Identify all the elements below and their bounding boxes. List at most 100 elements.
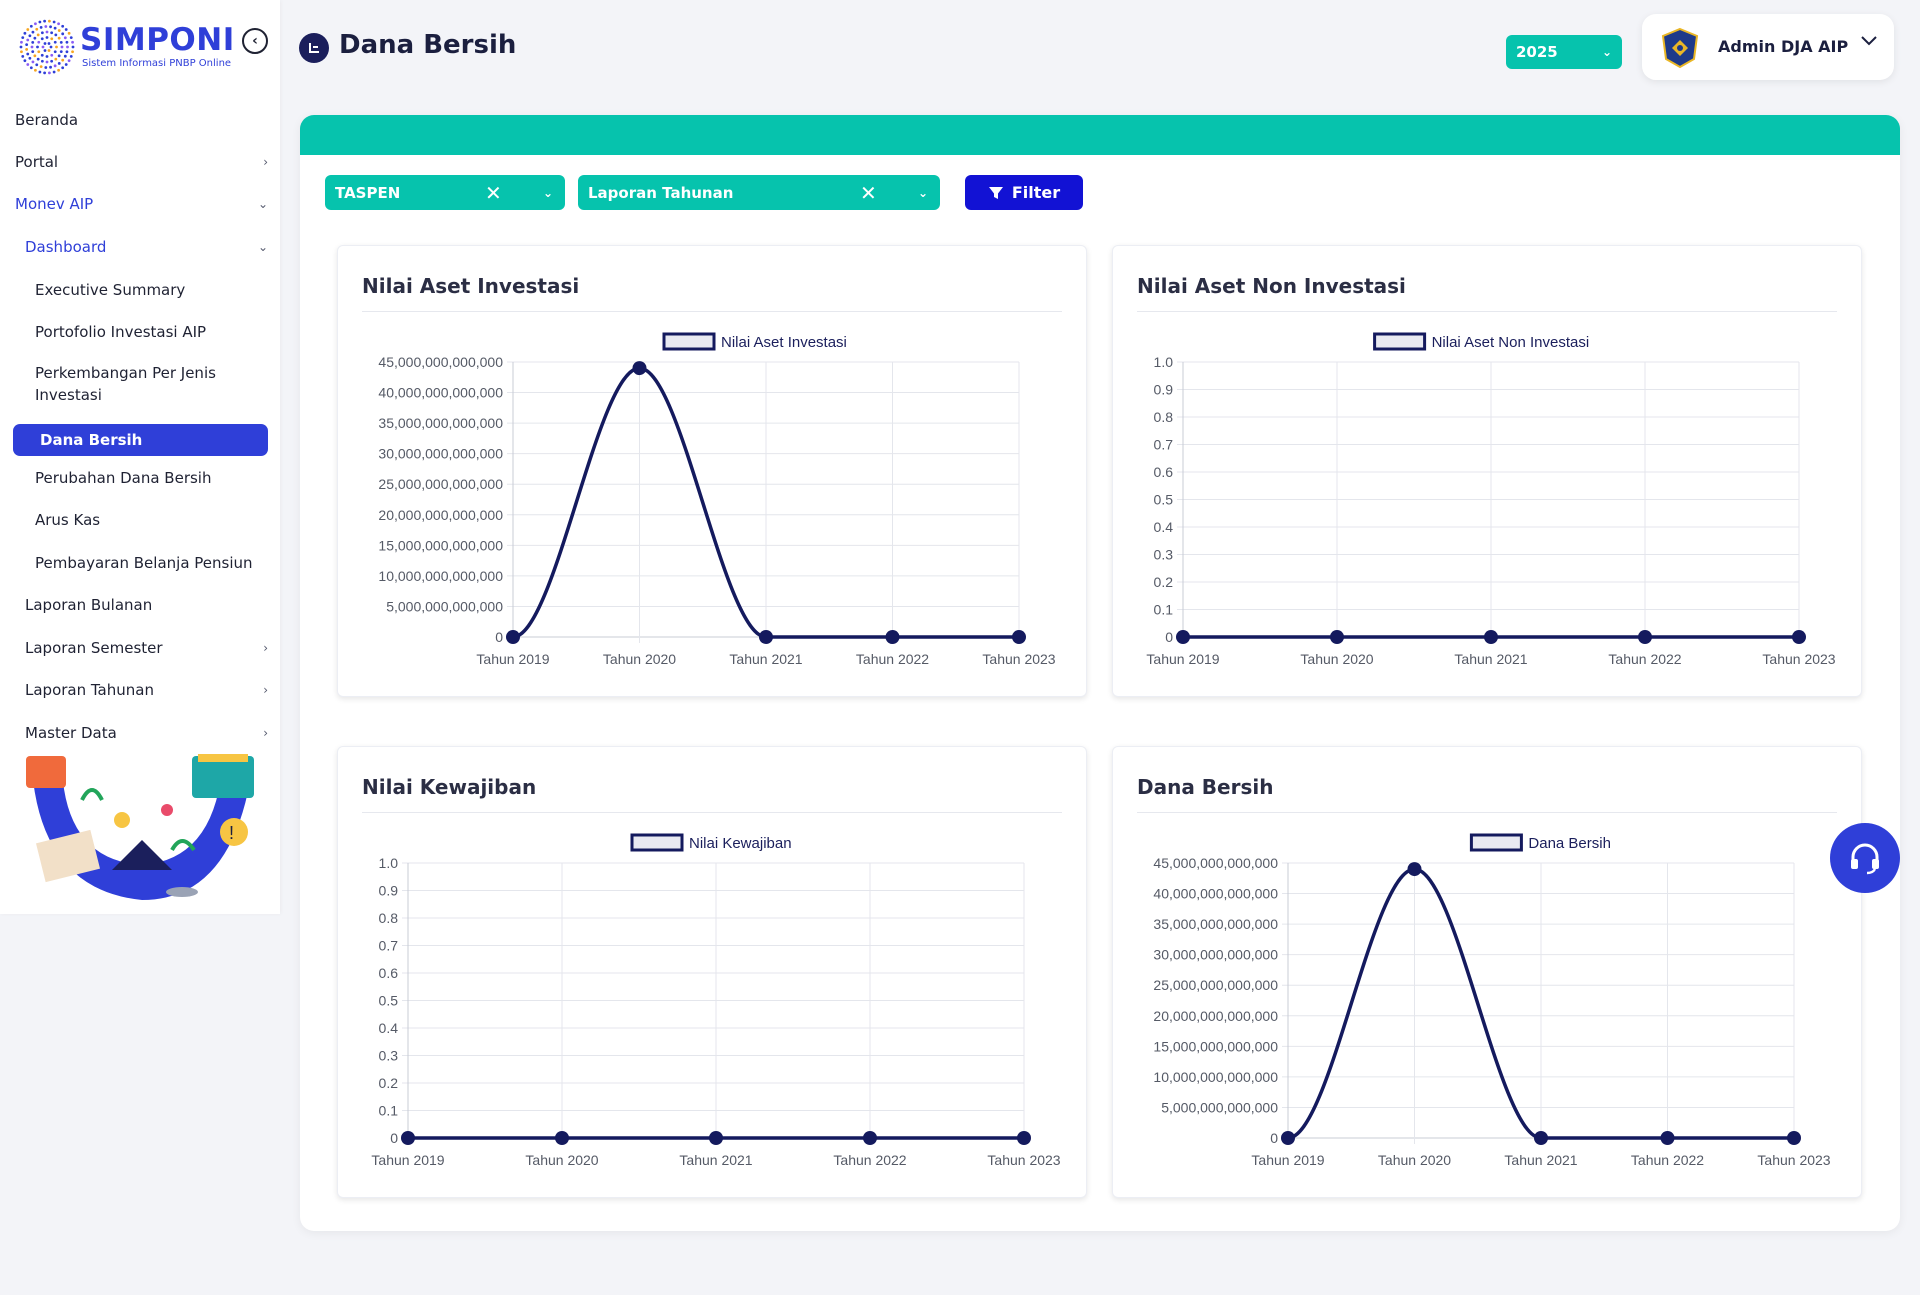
x-tick-label: Tahun 2020 (1378, 1152, 1451, 1168)
y-tick-label: 20,000,000,000,000 (1153, 1008, 1278, 1024)
help-support-button[interactable] (1830, 823, 1900, 893)
simponi-logo[interactable]: SIMPONI Sistem Informasi PNBP Online (18, 18, 238, 80)
data-point (1176, 630, 1190, 644)
chart-card-aset-non-investasi: Nilai Aset Non Investasi Nilai Aset Non … (1112, 245, 1862, 697)
y-tick-label: 0.5 (1154, 492, 1174, 508)
x-tick-label: Tahun 2020 (603, 651, 676, 667)
sidebar-item-portofolio-investasi-aip[interactable]: Portofolio Investasi AIP (0, 316, 280, 348)
sidebar-item-beranda[interactable]: Beranda (0, 104, 280, 136)
legend-swatch (1373, 332, 1427, 351)
y-tick-label: 0.4 (379, 1020, 399, 1036)
sidebar-item-dana-bersih[interactable]: Dana Bersih (13, 424, 268, 456)
sidebar-item-label: Master Data (25, 724, 117, 742)
y-tick-label: 0.3 (379, 1048, 399, 1064)
year-select[interactable]: 2025 ⌄ (1506, 35, 1622, 69)
sidebar-item-monev-aip[interactable]: Monev AIP ⌄ (0, 188, 280, 220)
sidebar-item-perubahan-dana-bersih[interactable]: Perubahan Dana Bersih (0, 462, 280, 494)
y-tick-label: 0.6 (1154, 464, 1174, 480)
user-menu[interactable]: Admin DJA AIP (1642, 14, 1894, 80)
sidebar-item-portal[interactable]: Portal › (0, 146, 280, 178)
sidebar-item-label: Laporan Semester (25, 639, 163, 657)
y-tick-label: 0 (1165, 629, 1173, 645)
sidebar-item-dashboard[interactable]: Dashboard ⌄ (0, 231, 280, 263)
chart-title: Nilai Aset Investasi (362, 274, 580, 298)
page-title: Dana Bersih (339, 30, 517, 60)
sidebar-item-label: Perubahan Dana Bersih (35, 469, 212, 487)
sidebar-item-label: Dashboard (25, 238, 107, 256)
y-tick-label: 0.2 (379, 1075, 399, 1091)
sidebar-item-label: Pembayaran Belanja Pensiun (35, 554, 253, 572)
data-point (1534, 1131, 1548, 1145)
sidebar-item-arus-kas[interactable]: Arus Kas (0, 504, 280, 536)
chart-divider (362, 812, 1062, 813)
sidebar-item-laporan-bulanan[interactable]: Laporan Bulanan (0, 589, 280, 621)
y-tick-label: 0.4 (1154, 519, 1174, 535)
legend-label: Dana Bersih (1528, 835, 1611, 852)
sidebar-item-pembayaran-belanja-pensiun[interactable]: Pembayaran Belanja Pensiun (0, 547, 280, 579)
y-tick-label: 0.8 (379, 910, 399, 926)
chevron-down-icon: ⌄ (257, 197, 268, 211)
sidebar-item-label: Monev AIP (15, 195, 94, 213)
chart-kewajiban: Nilai Kewajiban 1.0 0.9 0.8 0.7 0.6 0.5 0.4 0.3 0… (371, 833, 1061, 1168)
y-tick-label: 0.1 (1154, 602, 1174, 618)
chart-title: Nilai Kewajiban (362, 775, 537, 799)
data-point (555, 1131, 569, 1145)
y-tick-label: 45,000,000,000,000 (378, 354, 503, 370)
data-point (863, 1131, 877, 1145)
x-tick-label: Tahun 2019 (1146, 651, 1219, 667)
chevron-right-icon: › (263, 641, 268, 655)
sidebar-item-label: Dana Bersih (40, 431, 143, 449)
x-tick-label: Tahun 2023 (987, 1152, 1060, 1168)
sidebar-item-label: Portal (15, 153, 59, 171)
chevron-right-icon: › (263, 155, 268, 169)
filter-button[interactable]: Filter (965, 175, 1083, 210)
main-card: TASPEN ✕ ⌄ Laporan Tahunan ✕ ⌄ Filter Ni… (300, 115, 1900, 1231)
legend-swatch (1469, 833, 1523, 852)
x-tick-label: Tahun 2020 (1300, 651, 1373, 667)
clear-report-type-icon[interactable]: ✕ (860, 180, 877, 205)
data-point (632, 361, 647, 376)
chevron-down-icon (1860, 32, 1878, 51)
sidebar-item-label: Portofolio Investasi AIP (35, 323, 207, 341)
sidebar-item-laporan-tahunan[interactable]: Laporan Tahunan › (0, 674, 280, 706)
user-name: Admin DJA AIP (1718, 37, 1849, 56)
chart-card-kewajiban: Nilai Kewajiban Nilai Kewajiban 1.0 0.9 0.8… (337, 746, 1087, 1198)
y-tick-label: 0 (495, 629, 503, 645)
legend-label: Nilai Aset Investasi (721, 334, 847, 351)
chevron-down-icon: ⌄ (542, 185, 553, 200)
chart-divider (362, 311, 1062, 312)
collapse-sidebar-icon[interactable]: ‹ (242, 28, 268, 54)
y-tick-label: 35,000,000,000,000 (1153, 916, 1278, 932)
x-tick-label: Tahun 2023 (982, 651, 1055, 667)
y-tick-label: 25,000,000,000,000 (378, 476, 503, 492)
sidebar-item-executive-summary[interactable]: Executive Summary (0, 274, 280, 306)
entity-select[interactable]: TASPEN ✕ ⌄ (325, 175, 565, 210)
y-tick-label: 35,000,000,000,000 (378, 415, 503, 431)
sidebar-item-master-data[interactable]: Master Data › (0, 717, 280, 749)
series-line (1287, 867, 1794, 1140)
data-point (506, 630, 520, 644)
y-tick-label: 0.2 (1154, 574, 1174, 590)
report-type-select[interactable]: Laporan Tahunan ✕ ⌄ (578, 175, 940, 210)
sidebar-item-laporan-semester[interactable]: Laporan Semester › (0, 632, 280, 664)
x-tick-label: Tahun 2023 (1762, 651, 1835, 667)
x-tick-label: Tahun 2022 (856, 651, 929, 667)
y-tick-label: 25,000,000,000,000 (1153, 977, 1278, 993)
x-tick-label: Tahun 2020 (525, 1152, 598, 1168)
x-tick-label: Tahun 2023 (1757, 1152, 1830, 1168)
chart-dana-bersih: Dana Bersih 45,000,000,000,000 40,000,000,… (1153, 833, 1831, 1168)
y-tick-label: 0.6 (379, 965, 399, 981)
chevron-down-icon: ⌄ (917, 185, 928, 200)
clear-entity-icon[interactable]: ✕ (485, 180, 502, 205)
sidebar-illustration: ! (26, 754, 254, 900)
page-icon (299, 33, 329, 63)
data-point (1638, 630, 1652, 644)
y-tick-label: 0.5 (379, 993, 399, 1009)
data-point (1407, 862, 1422, 877)
sidebar-item-perkembangan-per-jenis-investasi[interactable]: Perkembangan Per Jenis Investasi (0, 359, 280, 409)
y-tick-label: 0.8 (1154, 409, 1174, 425)
y-tick-label: 15,000,000,000,000 (378, 537, 503, 553)
headset-icon (1851, 843, 1879, 875)
sidebar-item-label: Perkembangan Per Jenis Investasi (35, 364, 216, 404)
data-point (1484, 630, 1498, 644)
